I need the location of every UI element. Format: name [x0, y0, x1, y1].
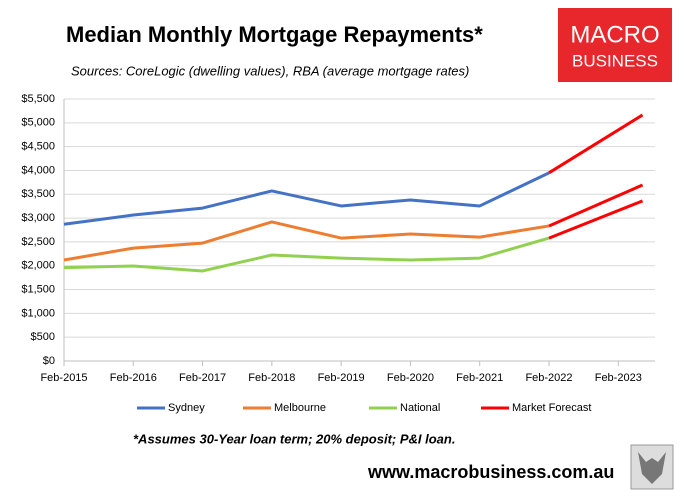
y-tick-label: $5,500: [21, 93, 55, 105]
legend-label: Melbourne: [274, 402, 326, 414]
y-tick-label: $4,000: [21, 164, 55, 176]
x-tick-label: Feb-2023: [595, 372, 642, 384]
logo-text: MACRO: [570, 21, 659, 48]
legend-label: Market Forecast: [512, 402, 591, 414]
x-tick-label: Feb-2021: [456, 372, 503, 384]
line: [548, 113, 644, 175]
y-tick-label: $3,000: [21, 212, 55, 224]
logo: [558, 8, 672, 82]
legend-label: National: [400, 402, 440, 414]
x-tick-label: Feb-2017: [179, 372, 226, 384]
line: [63, 236, 550, 273]
footnote: *Assumes 30-Year loan term; 20% deposit;…: [133, 431, 455, 446]
website: www.macrobusiness.com.au: [367, 462, 614, 482]
legend-label: Sydney: [168, 402, 205, 414]
x-tick-label: Feb-2016: [110, 372, 157, 384]
y-tick-label: $1,500: [21, 283, 55, 295]
y-tick-label: $1,000: [21, 307, 55, 319]
x-tick-label: Feb-2020: [387, 372, 434, 384]
chart-title: Median Monthly Mortgage Repayments*: [66, 22, 483, 47]
line: [63, 171, 550, 226]
wolf-icon: [638, 452, 666, 484]
line: [548, 199, 644, 240]
line: [548, 183, 644, 228]
x-tick-label: Feb-2018: [248, 372, 295, 384]
y-tick-label: $0: [43, 355, 55, 367]
logo-text: BUSINESS: [572, 51, 658, 70]
line: [63, 220, 550, 262]
y-tick-label: $2,000: [21, 260, 55, 272]
x-tick-label: Feb-2015: [40, 372, 87, 384]
y-tick-label: $2,500: [21, 236, 55, 248]
x-tick-label: Feb-2019: [318, 372, 365, 384]
y-tick-label: $500: [31, 331, 55, 343]
y-tick-label: $4,500: [21, 141, 55, 153]
y-tick-label: $3,500: [21, 188, 55, 200]
x-tick-label: Feb-2022: [525, 372, 572, 384]
chart-subtitle: Sources: CoreLogic (dwelling values), RB…: [71, 63, 469, 78]
y-tick-label: $5,000: [21, 117, 55, 129]
